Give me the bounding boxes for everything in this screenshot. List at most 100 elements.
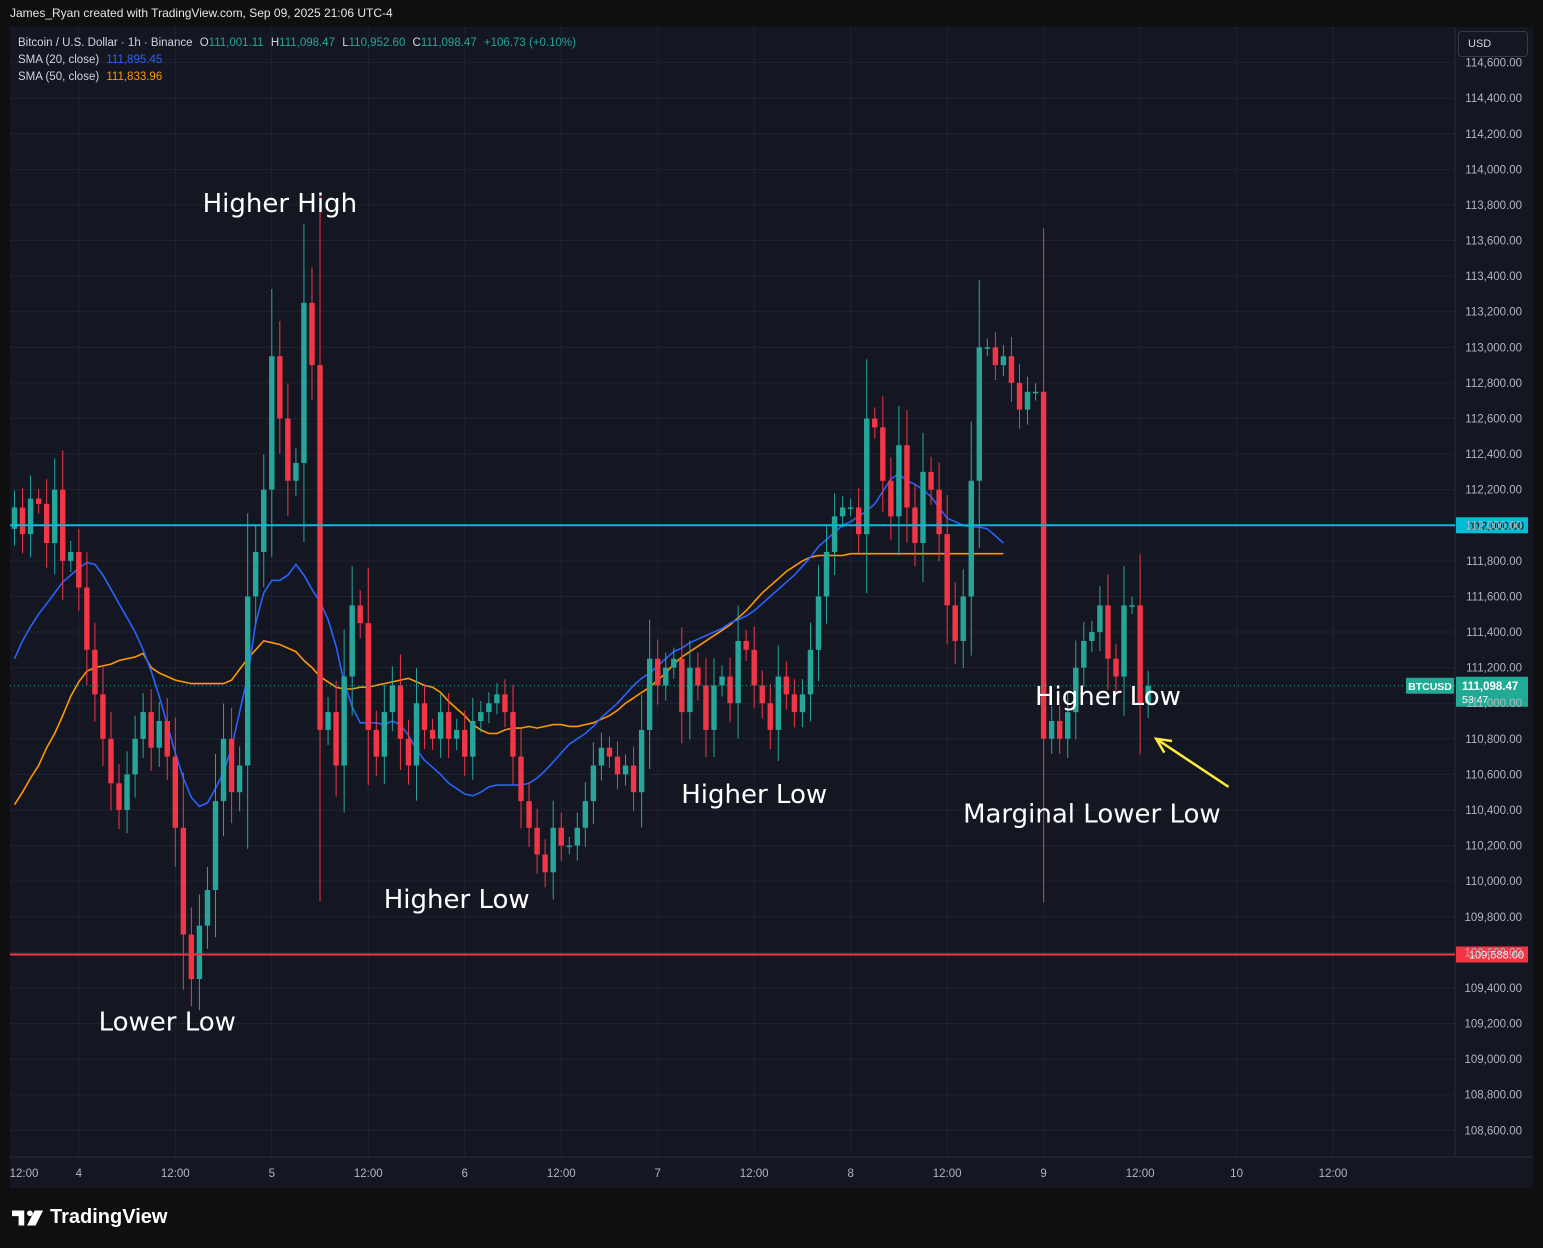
tradingview-logo[interactable]: TradingView <box>12 1206 167 1229</box>
candle-body <box>1024 391 1031 410</box>
plot-background <box>10 27 1533 1188</box>
annotation-label: Lower Low <box>99 1008 236 1038</box>
annotation-label: Higher High <box>203 189 357 219</box>
price-tick-label: 110,000.00 <box>1465 876 1522 888</box>
candle-body <box>68 551 74 561</box>
candle-body <box>116 783 122 810</box>
candle-body <box>735 640 741 704</box>
sma50-value: 111,833.96 <box>106 71 163 83</box>
candle-body <box>574 827 580 846</box>
price-tick-label: 112,200.00 <box>1465 485 1522 497</box>
candle-body <box>196 925 203 980</box>
candle-body <box>743 640 749 650</box>
candle-body <box>1057 721 1063 739</box>
candle-body <box>333 712 339 766</box>
candle-body <box>462 729 468 757</box>
candle-body <box>815 596 822 650</box>
candle-body <box>156 721 162 748</box>
time-tick-label: 7 <box>654 1168 660 1180</box>
candle-body <box>445 712 452 739</box>
candle-body <box>397 685 404 739</box>
support-price-label: 109,588.00 <box>1469 949 1524 961</box>
price-tick-label: 114,200.00 <box>1465 129 1522 141</box>
price-tick-label: 112,400.00 <box>1465 449 1522 461</box>
candle-body <box>470 721 476 757</box>
candle-body <box>598 747 605 766</box>
time-tick-label: 5 <box>269 1168 275 1180</box>
candle-series <box>11 193 1151 1011</box>
candle-body <box>542 854 548 873</box>
arrow-icon <box>1155 737 1230 788</box>
price-tick-label: 108,600.00 <box>1464 1125 1522 1137</box>
candle-body <box>357 605 363 624</box>
price-tick-label: 110,800.00 <box>1465 734 1522 746</box>
candle-body <box>502 694 508 713</box>
horizontal-lines: 112,000.00 109,588.00 BTCUSD 111,098.4753:4… <box>10 517 1528 963</box>
candle-body <box>317 365 323 730</box>
sma50-legend[interactable]: SMA (50, close) 111,833.96 <box>18 71 163 83</box>
candle-body <box>727 676 733 704</box>
candle-body <box>630 765 637 793</box>
candle-body <box>1089 632 1095 641</box>
price-tick-label: 112,600.00 <box>1465 413 1522 425</box>
candle-body <box>164 721 170 757</box>
time-tick-label: 12:00 <box>161 1168 190 1180</box>
candle-body <box>799 694 806 713</box>
current-price-tag <box>1456 676 1528 707</box>
time-tick-label: 12:00 <box>547 1168 576 1180</box>
price-tick-label: 108,800.00 <box>1464 1090 1522 1102</box>
candle-body <box>405 738 412 766</box>
candle-body <box>904 445 910 508</box>
candle-body <box>566 845 572 848</box>
candle-body <box>301 302 307 463</box>
candle-body <box>309 302 315 366</box>
candle-body <box>228 738 235 793</box>
candle-body <box>413 703 420 766</box>
candle-body <box>1081 640 1087 668</box>
price-tick-label: 110,200.00 <box>1465 841 1522 853</box>
candle-body <box>269 356 275 490</box>
candle-body <box>839 507 846 517</box>
time-tick-label: 10 <box>1230 1168 1243 1180</box>
candle-body <box>606 747 613 757</box>
candle-body <box>11 507 18 529</box>
candle-body <box>847 507 854 509</box>
candle-body <box>880 427 886 481</box>
candle-body <box>510 712 516 757</box>
candle-body <box>92 649 98 695</box>
candle-body <box>775 676 781 730</box>
chart-credit: James_Ryan created with TradingView.com,… <box>10 6 393 20</box>
resistance-price-label: 112,000.00 <box>1470 520 1524 532</box>
candle-body <box>864 418 870 535</box>
candle-body <box>35 498 42 504</box>
candle-body <box>381 712 388 757</box>
price-tick-label: 109,400.00 <box>1464 983 1522 995</box>
open-value: 111,001.11 <box>208 37 264 49</box>
candle-body <box>856 507 862 535</box>
sma20-legend[interactable]: SMA (20, close) 111,895.45 <box>18 54 163 66</box>
chart-grid <box>10 27 1533 1188</box>
time-tick-label: 9 <box>1040 1168 1046 1180</box>
candle-body <box>1121 605 1127 677</box>
resistance-price-tag <box>1456 517 1528 534</box>
candle-body <box>534 827 540 855</box>
candle-body <box>1000 356 1007 366</box>
candle-body <box>478 712 484 722</box>
time-axis: 12:00 4 12:00 5 12:00 6 12:00 7 12:00 8 12:00 9 12:0… <box>10 1168 1347 1180</box>
price-tick-label: 112,800.00 <box>1465 378 1522 390</box>
candle-body <box>831 516 838 552</box>
candle-body <box>1145 685 1151 704</box>
annotation-label: Higher Low <box>1035 682 1181 712</box>
candle-body <box>1016 382 1023 410</box>
candle-body <box>960 596 966 641</box>
candle-body <box>719 676 725 686</box>
price-tick-label: 112,000.00 <box>1465 520 1522 532</box>
time-tick-label: 12:00 <box>933 1168 962 1180</box>
candle-body <box>1113 658 1119 677</box>
candle-body <box>622 765 629 775</box>
currency-button[interactable]: USD <box>1458 31 1528 57</box>
candle-body <box>526 801 532 828</box>
candle-body <box>984 347 991 349</box>
candle-body <box>928 471 934 490</box>
